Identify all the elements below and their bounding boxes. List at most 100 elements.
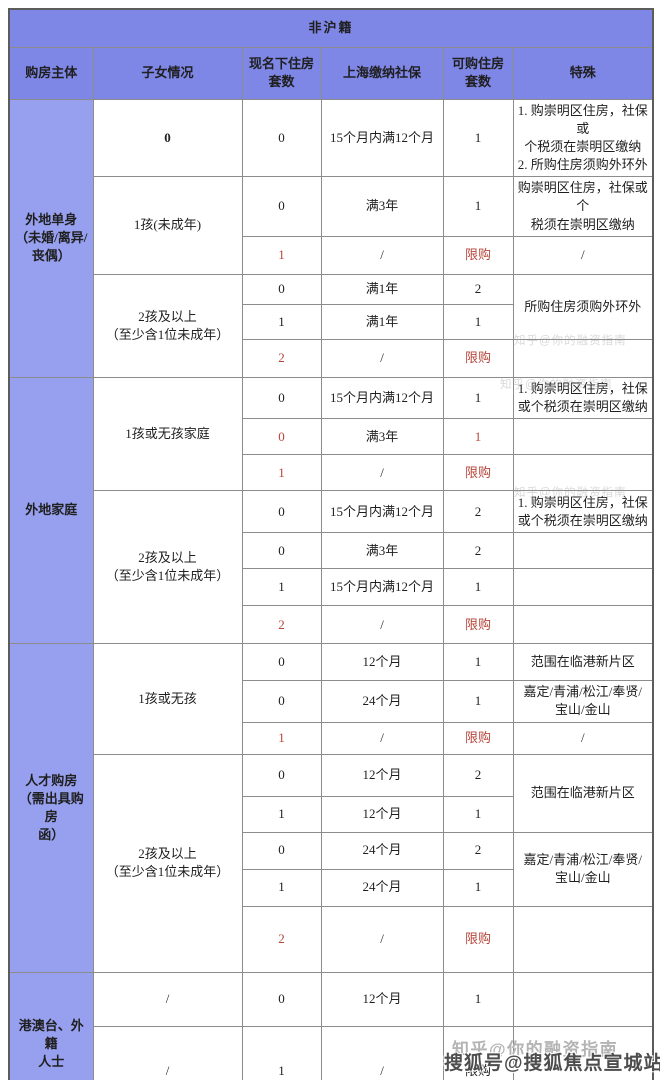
cell-social: / xyxy=(320,235,444,275)
group-label-talent-purchase: 人才购房 （需出具购房 函） xyxy=(8,643,94,973)
cell-social: 24个月 xyxy=(320,868,444,907)
cell-children: 2孩及以上 （至少含1位未成年） xyxy=(92,490,243,645)
cell-social: / xyxy=(320,1025,444,1080)
cell-special: 嘉定/青浦/松江/奉贤/ 宝山/金山 xyxy=(512,680,654,723)
cell-children: 1孩或无孩 xyxy=(92,643,243,755)
cell-social: 满3年 xyxy=(320,532,444,570)
cell-buyable: 2 xyxy=(442,831,514,870)
cell-special: 范围在临港新片区 xyxy=(512,753,654,833)
cell-buyable: 1 xyxy=(442,568,514,607)
cell-children: / xyxy=(92,1025,243,1080)
cell-children: 2孩及以上 （至少含1位未成年） xyxy=(92,273,243,378)
cell-owned: 0 xyxy=(241,176,322,237)
cell-special: 1. 购崇明区住房，社保或 个税须在崇明区缴纳 2. 所购住房须购外环外 xyxy=(512,98,654,178)
table-row: 0 24个月 2 嘉定/青浦/松江/奉贤/ 宝山/金山 xyxy=(9,831,654,907)
cell-special: / xyxy=(512,721,654,755)
cell-special: 1. 购崇明区住房，社保 或个税须在崇明区缴纳 xyxy=(512,490,654,534)
cell-owned: 0 xyxy=(241,98,322,178)
cell-special xyxy=(512,905,654,973)
cell-owned: 1 xyxy=(241,795,322,833)
cell-buyable: 限购 xyxy=(442,235,514,275)
cell-buyable: 1 xyxy=(442,176,514,237)
cell-children: 2孩及以上 （至少含1位未成年） xyxy=(92,753,243,973)
cell-special xyxy=(512,1025,654,1080)
sohu-watermark: 搜狐号@搜狐焦点宣城站 xyxy=(444,1053,660,1074)
cell-buyable: 1 xyxy=(442,795,514,833)
table-row: 0 24个月 1 嘉定/青浦/松江/奉贤/ 宝山/金山 xyxy=(9,680,654,723)
table-row: 2孩及以上 （至少含1位未成年） 0 满1年 2 所购住房须购外环外 xyxy=(9,273,654,378)
cell-owned: 2 xyxy=(241,605,322,645)
col-header-special: 特殊 xyxy=(512,46,654,100)
cell-special xyxy=(512,971,654,1027)
group-label-hk-macau-taiwan-foreigner: 港澳台、外籍 人士 xyxy=(8,971,94,1080)
cell-owned: 0 xyxy=(241,418,322,456)
cell-buyable: 2 xyxy=(442,753,514,797)
cell-special: 1. 购崇明区住房，社保 或个税须在崇明区缴纳 xyxy=(512,376,654,420)
cell-buyable: 限购 xyxy=(442,454,514,492)
col-header-buyable: 可购住房 套数 xyxy=(442,46,514,100)
cell-buyable: 1 xyxy=(442,868,514,907)
cell-social: 15个月内满12个月 xyxy=(320,490,444,534)
table-row: 1 满1年 1 xyxy=(9,303,653,340)
cell-children: 0 xyxy=(92,98,243,178)
cell-owned: 2 xyxy=(241,338,322,378)
policy-table: 非沪籍 购房主体 子女情况 现名下住房 套数 上海缴纳社保 可购住房 套数 特殊… xyxy=(8,8,655,1080)
cell-children: 1孩或无孩家庭 xyxy=(92,376,243,492)
cell-owned: 1 xyxy=(241,303,322,340)
cell-social: / xyxy=(320,605,444,645)
cell-owned: 0 xyxy=(241,643,322,682)
table-row: 1 15个月内满12个月 1 xyxy=(9,568,654,607)
cell-buyable: 2 xyxy=(442,273,514,305)
cell-social: / xyxy=(320,721,444,755)
cell-social: 15个月内满12个月 xyxy=(320,376,444,420)
cell-social: 12个月 xyxy=(320,643,444,682)
table-row: 人才购房 （需出具购房 函） 1孩或无孩 0 12个月 1 范围在临港新片区 xyxy=(8,643,654,973)
col-header-social: 上海缴纳社保 xyxy=(320,46,444,100)
col-header-children: 子女情况 xyxy=(92,46,243,100)
faint-watermark: 知乎@你的融资指南 xyxy=(500,379,613,391)
cell-special xyxy=(512,338,654,378)
cell-social: 24个月 xyxy=(320,831,444,870)
cell-social: 满3年 xyxy=(320,418,444,456)
table-row: 外地家庭 1孩或无孩家庭 0 15个月内满12个月 1 1. 购崇明区住房，社保… xyxy=(8,376,654,645)
title-row: 非沪籍 xyxy=(8,8,654,48)
cell-owned: 1 xyxy=(241,454,322,492)
cell-special: 所购住房须购外环外 xyxy=(512,273,654,340)
cell-buyable: 1 xyxy=(442,418,514,456)
cell-special xyxy=(512,605,654,645)
cell-owned: 0 xyxy=(241,532,322,570)
cell-social: 满1年 xyxy=(320,303,444,340)
cell-owned: 1 xyxy=(241,1025,322,1080)
cell-social: 12个月 xyxy=(320,795,444,833)
cell-buyable: 1 xyxy=(442,680,514,723)
cell-social: 12个月 xyxy=(320,971,444,1027)
cell-owned: 0 xyxy=(241,376,322,420)
cell-social: 12个月 xyxy=(320,753,444,797)
cell-buyable: 限购 xyxy=(442,338,514,378)
table-title: 非沪籍 xyxy=(8,8,654,48)
cell-social: 满3年 xyxy=(320,176,444,237)
table-row: 1 12个月 1 xyxy=(9,795,653,833)
cell-owned: 1 xyxy=(241,568,322,607)
cell-special: / xyxy=(512,235,654,275)
col-header-owned: 现名下住房 套数 xyxy=(241,46,322,100)
header-row: 购房主体 子女情况 现名下住房 套数 上海缴纳社保 可购住房 套数 特殊 xyxy=(8,46,654,100)
cell-children: 1孩(未成年) xyxy=(92,176,243,275)
table-row: 0 满3年 1 xyxy=(9,418,654,456)
group-label-nonlocal-family: 外地家庭 xyxy=(8,376,94,645)
table-row: 1孩(未成年) 0 满3年 1 购崇明区住房，社保或个 税须在崇明区缴纳 xyxy=(9,176,654,275)
table-row: 外地单身 （未婚/离异/ 丧偶） 0 0 15个月内满12个月 1 1. 购崇明… xyxy=(8,98,654,378)
cell-children: / xyxy=(92,971,243,1027)
cell-owned: 0 xyxy=(241,490,322,534)
table-row: 2孩及以上 （至少含1位未成年） 0 15个月内满12个月 2 1. 购崇明区住… xyxy=(9,490,654,645)
cell-social: 15个月内满12个月 xyxy=(320,98,444,178)
cell-social: / xyxy=(320,338,444,378)
cell-owned: 0 xyxy=(241,273,322,305)
cell-social: / xyxy=(320,905,444,973)
cell-special: 购崇明区住房，社保或个 税须在崇明区缴纳 xyxy=(512,176,654,237)
group-label-single-nonlocal: 外地单身 （未婚/离异/ 丧偶） xyxy=(8,98,94,378)
zhihu-watermark: 知乎@你的融资指南 xyxy=(452,1040,619,1059)
cell-owned: 0 xyxy=(241,753,322,797)
cell-special xyxy=(512,568,654,607)
